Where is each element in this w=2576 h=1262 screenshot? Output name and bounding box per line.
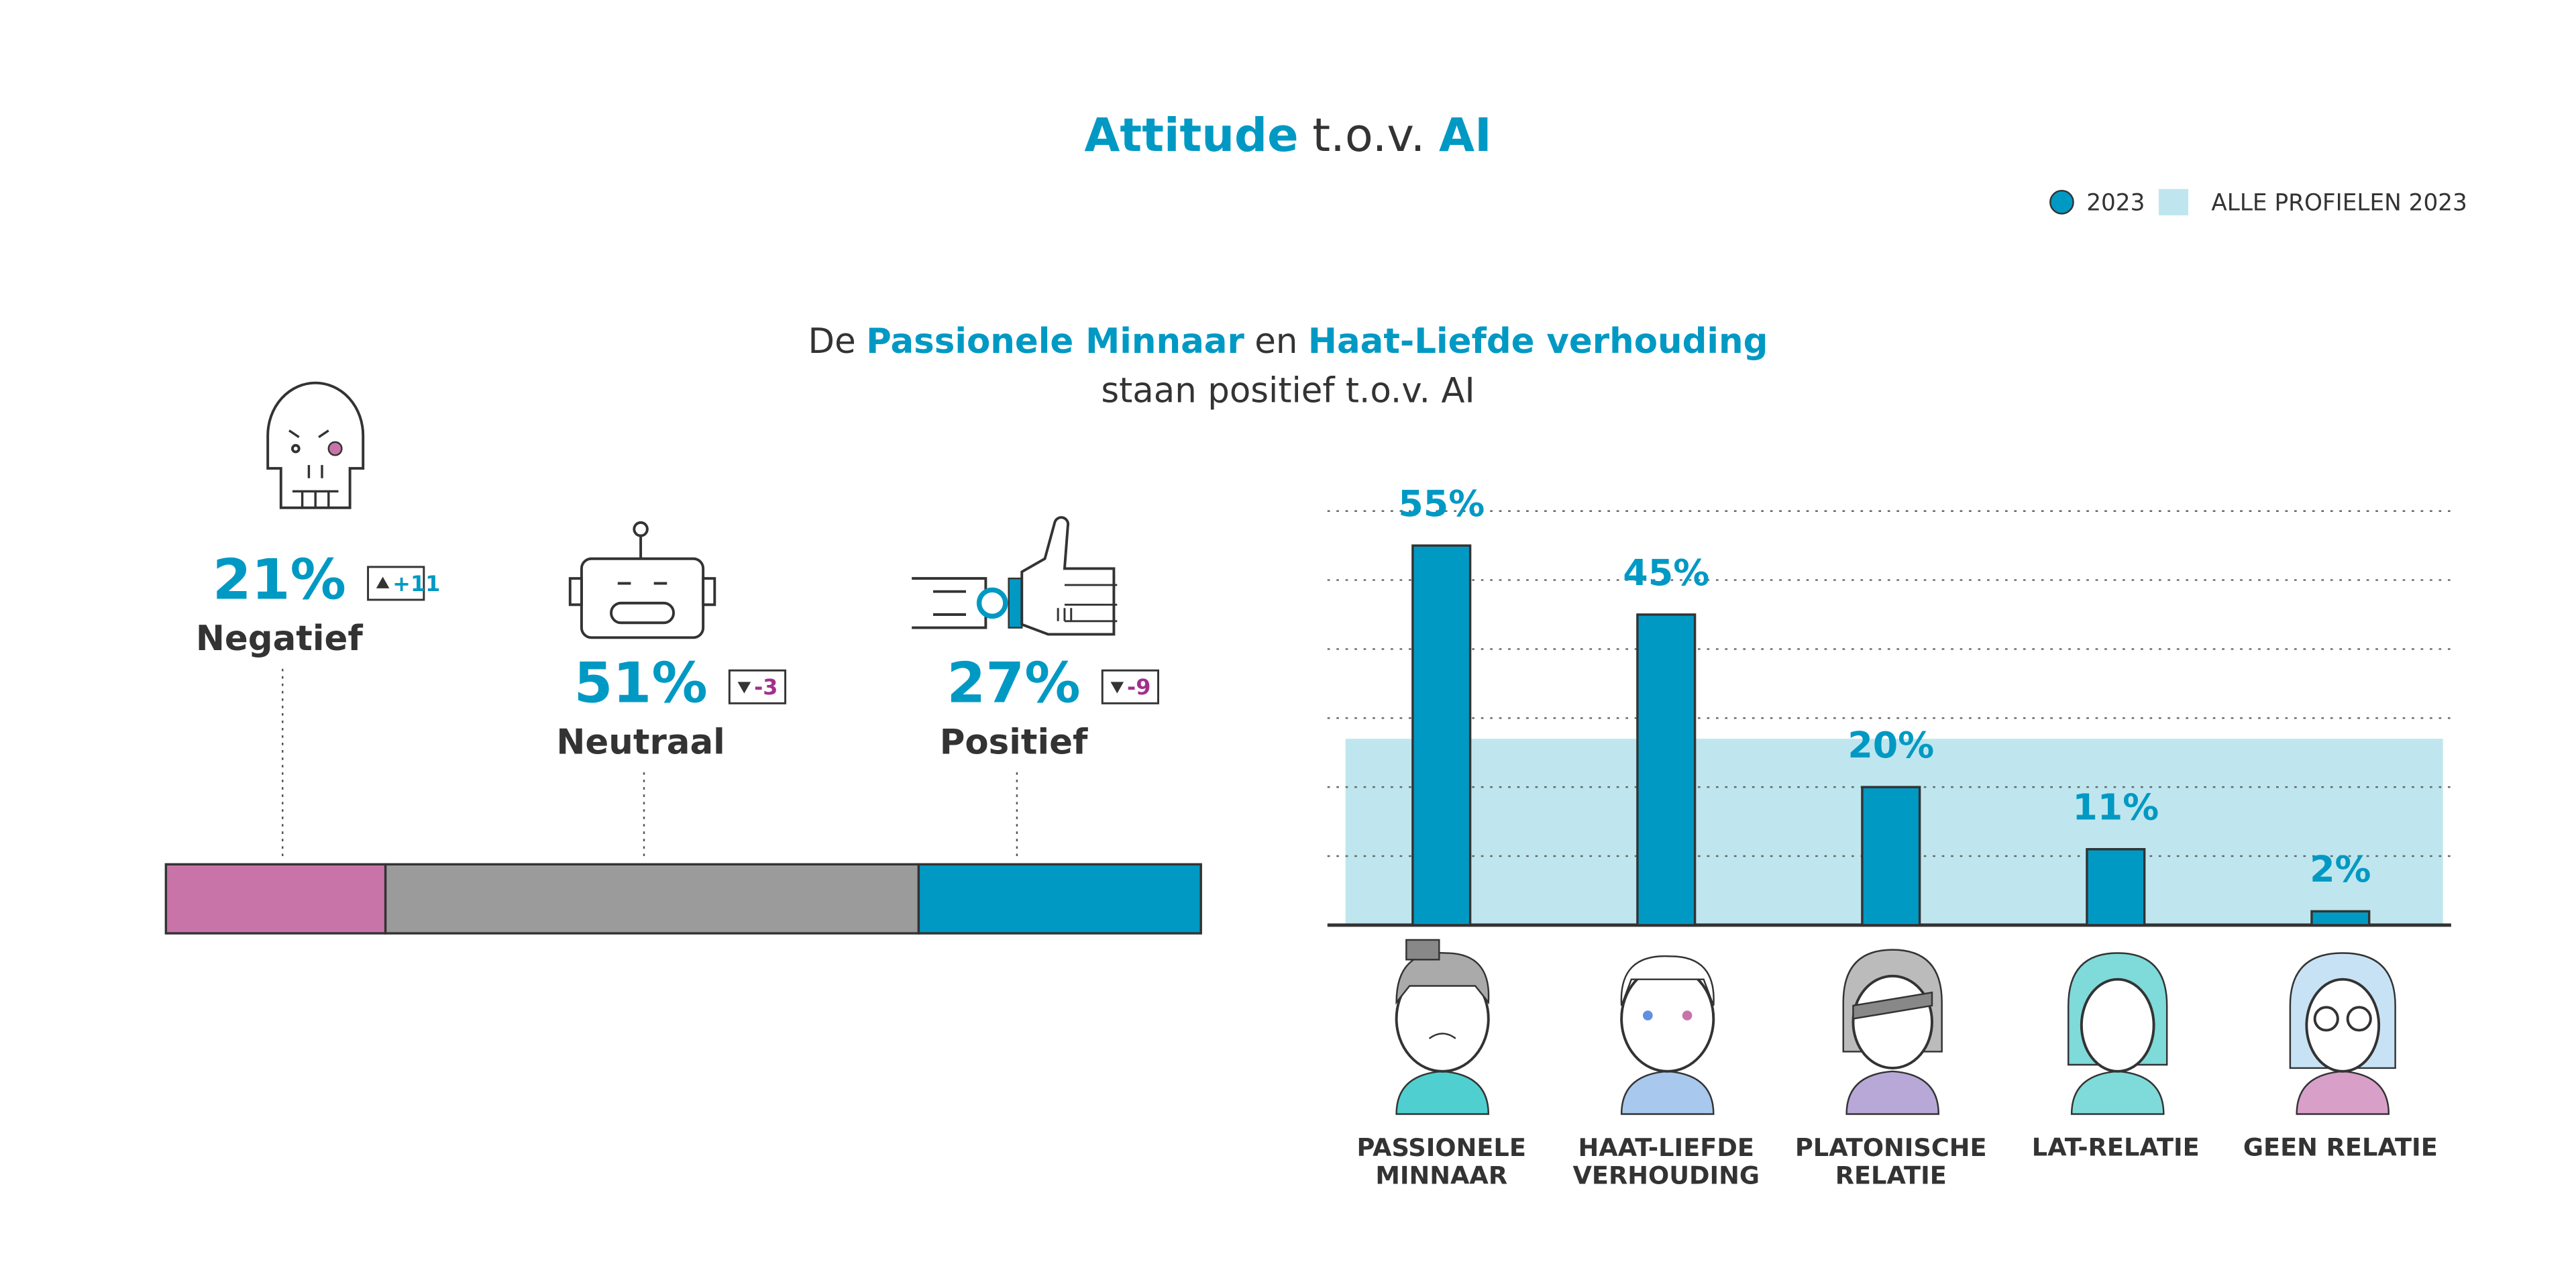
change-box	[367, 566, 425, 601]
x-tick-label: LAT-RELATIE	[2032, 1133, 2200, 1161]
bar	[2086, 848, 2146, 927]
change-label: -9	[1127, 674, 1150, 700]
subtitle-line: staan positief t.o.v. AI	[1101, 370, 1474, 411]
legend-swatch	[2049, 189, 2074, 215]
change-arrow	[737, 682, 751, 694]
heading-part: en	[1254, 321, 1297, 362]
bar-segment	[384, 863, 920, 935]
heading-part: De	[808, 321, 856, 362]
x-tick-label: HAAT-LIEFDE VERHOUDING	[1572, 1133, 1760, 1190]
change-box	[1101, 669, 1159, 704]
value-label: 11%	[2072, 786, 2159, 829]
person-icons	[1395, 939, 2396, 1115]
heading-part: t.o.v.	[1312, 109, 1425, 162]
category-label: Neutraal	[556, 722, 724, 762]
bar	[1861, 786, 1921, 927]
category-label: Negatief	[196, 619, 363, 659]
legend-label: 2023	[2086, 189, 2145, 216]
change-label: +11	[392, 571, 440, 596]
change-box	[728, 669, 787, 704]
heading-part: Attitude	[1084, 109, 1298, 162]
bar	[2310, 910, 2371, 927]
robot-icon	[568, 521, 716, 639]
heading-part: AI	[1439, 109, 1492, 162]
value-label: 27%	[947, 651, 1080, 716]
legend-swatch	[2158, 189, 2189, 215]
legend-label: ALLE PROFIELEN 2023	[2211, 189, 2467, 216]
category-label: Positief	[940, 722, 1088, 762]
value-label: 45%	[1623, 551, 1709, 594]
bar-segment	[164, 863, 387, 935]
skull-icon	[266, 381, 365, 509]
change-arrow	[1110, 682, 1124, 694]
heading: De Passionele Minnaar en Haat-Liefde verhou…	[808, 321, 1768, 362]
value-label: 20%	[1847, 724, 1934, 766]
value-label: 51%	[574, 651, 707, 716]
change-arrow	[376, 576, 390, 588]
bar	[1411, 544, 1472, 927]
value-label: 2%	[2310, 848, 2371, 890]
change-label: -3	[754, 674, 777, 700]
bar-segment	[917, 863, 1202, 935]
x-tick-label: GEEN RELATIE	[2243, 1133, 2438, 1161]
heading-part: Passionele Minnaar	[866, 321, 1244, 362]
heading: Attitude t.o.v. AI	[1084, 109, 1491, 162]
value-label: 21%	[213, 547, 346, 612]
x-tick-label: PLATONISCHE RELATIE	[1795, 1133, 1987, 1190]
heading-part: Haat-Liefde verhouding	[1308, 321, 1768, 362]
bar	[1636, 613, 1697, 927]
x-tick-label: PASSIONELE MINNAAR	[1357, 1133, 1526, 1190]
robot-hand-icon	[912, 516, 1118, 636]
value-label: 55%	[1398, 482, 1485, 525]
